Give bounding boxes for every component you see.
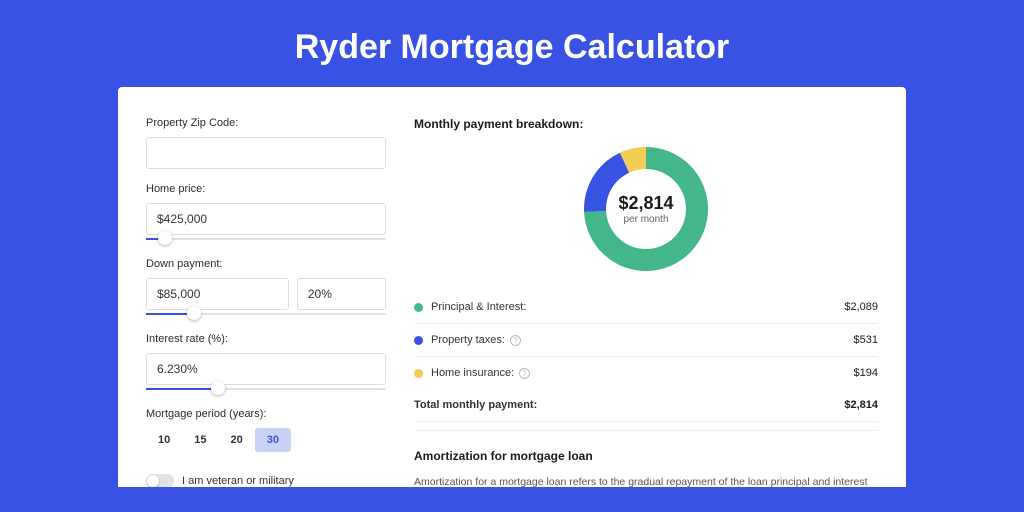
slider-thumb[interactable]	[187, 306, 201, 320]
legend-row: Principal & Interest: $2,089	[414, 291, 878, 324]
donut-center-value: $2,814	[618, 193, 673, 214]
help-icon[interactable]: ?	[510, 335, 521, 346]
page-title: Ryder Mortgage Calculator	[0, 0, 1024, 87]
down-payment-pct-input[interactable]	[297, 278, 386, 310]
veteran-label: I am veteran or military	[182, 475, 294, 487]
home-price-label: Home price:	[146, 183, 386, 195]
legend-dot	[414, 336, 423, 345]
legend-amount: $2,089	[844, 301, 878, 313]
period-btn-15[interactable]: 15	[182, 428, 218, 452]
breakdown-panel: Monthly payment breakdown: $2,814 per mo…	[414, 111, 878, 487]
legend-amount: $531	[854, 334, 878, 346]
legend-dot	[414, 303, 423, 312]
zip-label: Property Zip Code:	[146, 117, 386, 129]
legend-label: Principal & Interest:	[431, 301, 526, 313]
calculator-card: Property Zip Code: Home price: Down paym…	[118, 87, 906, 487]
down-payment-label: Down payment:	[146, 258, 386, 270]
legend-amount: $194	[854, 367, 878, 379]
total-amount: $2,814	[844, 399, 878, 411]
slider-thumb[interactable]	[158, 231, 172, 245]
home-price-input[interactable]	[146, 203, 386, 235]
breakdown-title: Monthly payment breakdown:	[414, 117, 878, 131]
legend: Principal & Interest: $2,089 Property taxe…	[414, 291, 878, 389]
help-icon[interactable]: ?	[519, 368, 530, 379]
period-btn-10[interactable]: 10	[146, 428, 182, 452]
legend-dot	[414, 369, 423, 378]
zip-input[interactable]	[146, 137, 386, 169]
interest-slider[interactable]	[146, 384, 386, 394]
total-label: Total monthly payment:	[414, 399, 537, 411]
veteran-toggle[interactable]	[146, 474, 174, 487]
donut-center-sub: per month	[623, 214, 668, 225]
period-btn-30[interactable]: 30	[255, 428, 291, 452]
legend-row: Home insurance:? $194	[414, 357, 878, 389]
interest-input[interactable]	[146, 353, 386, 385]
amortization-title: Amortization for mortgage loan	[414, 449, 878, 463]
interest-label: Interest rate (%):	[146, 333, 386, 345]
inputs-panel: Property Zip Code: Home price: Down paym…	[146, 111, 386, 487]
home-price-slider[interactable]	[146, 234, 386, 244]
slider-thumb[interactable]	[211, 381, 225, 395]
down-payment-slider[interactable]	[146, 309, 386, 319]
amortization-section: Amortization for mortgage loan Amortizat…	[414, 430, 878, 487]
total-row: Total monthly payment: $2,814	[414, 389, 878, 422]
amortization-text: Amortization for a mortgage loan refers …	[414, 475, 878, 487]
period-selector: 10152030	[146, 428, 386, 452]
period-label: Mortgage period (years):	[146, 408, 386, 420]
legend-label: Property taxes:	[431, 334, 505, 346]
down-payment-amount-input[interactable]	[146, 278, 289, 310]
period-btn-20[interactable]: 20	[219, 428, 255, 452]
legend-label: Home insurance:	[431, 367, 514, 379]
legend-row: Property taxes:? $531	[414, 324, 878, 357]
donut-chart: $2,814 per month	[582, 145, 710, 273]
